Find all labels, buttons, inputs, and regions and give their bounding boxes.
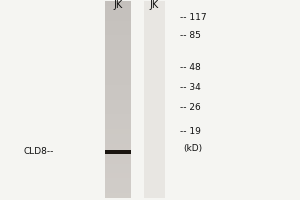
Bar xyxy=(144,1,165,198)
Bar xyxy=(105,154,130,159)
Bar xyxy=(105,26,130,31)
Bar xyxy=(105,21,130,26)
Bar xyxy=(105,99,130,104)
Bar xyxy=(105,129,130,134)
Bar xyxy=(105,75,130,80)
Bar xyxy=(105,31,130,35)
Bar xyxy=(105,150,130,154)
Bar xyxy=(105,149,130,154)
Bar xyxy=(105,134,130,139)
Bar xyxy=(105,1,130,6)
Bar xyxy=(105,45,130,50)
Bar xyxy=(105,109,130,114)
Bar xyxy=(105,193,130,198)
Text: -- 19: -- 19 xyxy=(180,128,201,136)
Text: -- 34: -- 34 xyxy=(180,82,201,92)
Bar xyxy=(105,11,130,16)
Bar xyxy=(105,95,130,99)
Bar xyxy=(105,124,130,129)
Bar xyxy=(105,144,130,149)
Bar xyxy=(105,173,130,178)
Bar xyxy=(105,178,130,183)
Bar xyxy=(105,16,130,21)
Text: -- 85: -- 85 xyxy=(180,30,201,40)
Bar xyxy=(105,70,130,75)
Text: CLD8--: CLD8-- xyxy=(24,148,54,156)
Bar xyxy=(105,35,130,40)
Bar xyxy=(105,104,130,109)
Bar xyxy=(105,40,130,45)
Bar xyxy=(105,183,130,188)
Bar xyxy=(105,55,130,60)
Bar xyxy=(105,119,130,124)
Text: -- 117: -- 117 xyxy=(180,12,207,21)
Bar xyxy=(105,139,130,144)
Text: -- 48: -- 48 xyxy=(180,62,201,72)
Text: JK: JK xyxy=(113,0,122,10)
Text: JK: JK xyxy=(150,0,159,10)
Bar xyxy=(105,159,130,164)
Bar xyxy=(105,188,130,193)
Text: (kD): (kD) xyxy=(183,144,202,154)
Text: -- 26: -- 26 xyxy=(180,102,201,112)
Bar xyxy=(105,6,130,11)
Bar xyxy=(105,80,130,85)
Bar xyxy=(105,85,130,90)
Bar xyxy=(105,164,130,168)
Bar xyxy=(105,60,130,65)
Bar xyxy=(105,1,130,198)
Bar xyxy=(105,90,130,95)
Bar xyxy=(105,50,130,55)
Bar xyxy=(105,168,130,173)
Bar xyxy=(105,65,130,70)
Bar xyxy=(105,114,130,119)
